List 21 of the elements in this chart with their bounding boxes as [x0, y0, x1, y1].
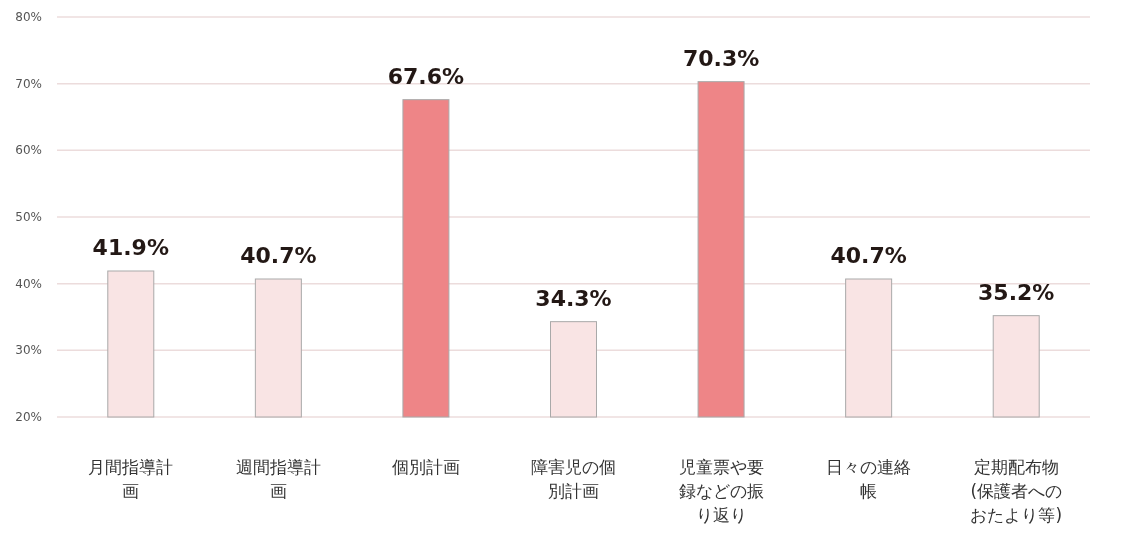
x-tick-label: 日々の連絡帳 — [825, 456, 913, 503]
x-tick-label: 障害児の個別計画 — [530, 456, 617, 503]
y-tick-label: 40% — [15, 276, 42, 291]
x-tick-label: 個別計画 — [390, 456, 461, 479]
data-label: 70.3% — [682, 45, 760, 71]
y-tick-label: 30% — [15, 343, 42, 358]
data-label: 34.3% — [535, 285, 612, 311]
data-label: 41.9% — [92, 235, 169, 260]
data-label: 40.7% — [830, 243, 907, 268]
data-label: 67.6% — [387, 63, 465, 89]
x-tick-label: 児童票や要録などの振り返り — [677, 456, 765, 527]
y-tick-label: 50% — [15, 210, 42, 224]
x-tick-label: 定期配布物(保護者へのおたより等) — [970, 456, 1063, 527]
y-tick-label: 70% — [15, 76, 42, 91]
data-label: 35.2% — [978, 279, 1055, 305]
x-tick-label: 週間指導計画 — [234, 456, 322, 503]
data-label: 40.7% — [240, 243, 317, 268]
x-tick-label: 月間指導計画 — [87, 456, 175, 503]
y-tick-label: 60% — [15, 143, 42, 158]
y-tick-label: 20% — [15, 410, 42, 424]
y-tick-label: 80% — [15, 10, 42, 24]
